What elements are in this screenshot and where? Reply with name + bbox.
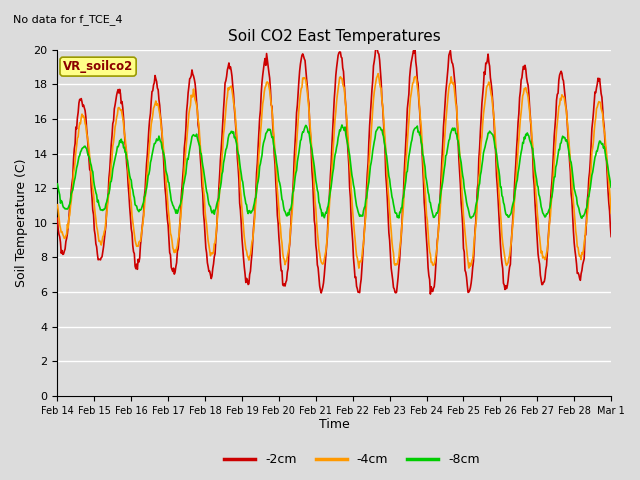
Text: No data for f_TCE_4: No data for f_TCE_4 bbox=[13, 14, 122, 25]
Y-axis label: Soil Temperature (C): Soil Temperature (C) bbox=[15, 158, 28, 287]
Text: VR_soilco2: VR_soilco2 bbox=[63, 60, 133, 73]
Title: Soil CO2 East Temperatures: Soil CO2 East Temperatures bbox=[228, 29, 440, 44]
Legend: -2cm, -4cm, -8cm: -2cm, -4cm, -8cm bbox=[219, 448, 485, 471]
X-axis label: Time: Time bbox=[319, 419, 349, 432]
